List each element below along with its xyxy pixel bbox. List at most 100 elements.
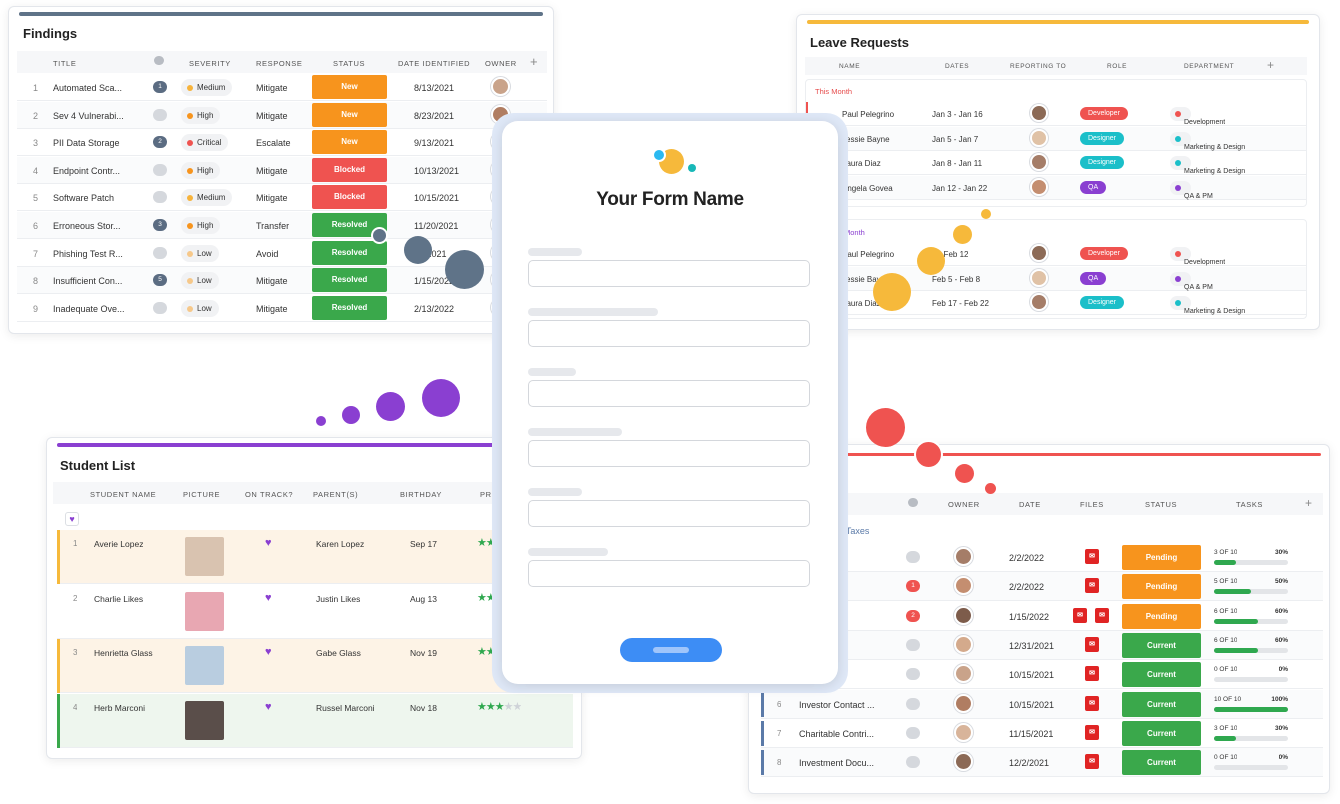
status-badge[interactable]: Current	[1122, 750, 1201, 776]
heart-icon[interactable]: ♥	[265, 700, 272, 713]
file-date[interactable]: 2/2/2022	[1009, 553, 1045, 563]
owner-avatar[interactable]	[954, 693, 973, 713]
owner-avatar[interactable]	[491, 77, 510, 96]
table-row[interactable]: Laura Diaz Jan 8 - Jan 11 Designer Marketin…	[806, 151, 1306, 175]
comment-icon[interactable]	[906, 668, 920, 681]
table-row[interactable]: 6 Erroneous Stor... 3 High Transfer Resolved 1…	[17, 212, 547, 239]
student-name[interactable]: Henrietta Glass	[94, 648, 153, 659]
col-tasks[interactable]: TASKS	[1236, 500, 1264, 509]
star-icon[interactable]: ★	[477, 591, 487, 604]
response-value[interactable]: Avoid	[256, 248, 279, 259]
star-icon[interactable]: ★	[485, 700, 496, 713]
table-row[interactable]: Angela Govea Jan 12 - Jan 22 QA QA & PM	[806, 175, 1306, 200]
finding-title[interactable]: Insufficient Con...	[53, 276, 123, 287]
heart-filter-icon[interactable]: ♥	[65, 512, 79, 526]
leave-dates[interactable]: Feb 17 - Feb 22	[932, 299, 989, 308]
date-identified[interactable]: 11/20/2021	[414, 221, 459, 231]
department-pill[interactable]: QA & PM	[1170, 180, 1213, 200]
severity-pill[interactable]: Medium	[181, 189, 233, 207]
col-parents[interactable]: PARENT(S)	[313, 490, 359, 499]
add-column-icon[interactable]: +	[530, 54, 538, 69]
student-photo[interactable]	[185, 646, 224, 686]
date-identified[interactable]: 8/23/2021	[414, 110, 455, 121]
comment-icon[interactable]: 5	[153, 274, 167, 287]
comment-icon[interactable]	[906, 726, 920, 739]
severity-pill[interactable]: Low	[181, 244, 219, 262]
owner-avatar[interactable]	[954, 605, 973, 625]
col-date-identified[interactable]: DATE IDENTIFIED	[398, 59, 471, 68]
pdf-file-icon[interactable]: ✉	[1085, 724, 1099, 740]
parent-name[interactable]: Russel Marconi	[316, 702, 375, 713]
document-name[interactable]: Investor Contact ...	[799, 699, 875, 710]
col-department[interactable]: DEPARTMENT	[1184, 63, 1235, 70]
comment-icon[interactable]: 1	[906, 580, 920, 593]
finding-title[interactable]: Automated Sca...	[53, 83, 123, 93]
status-badge[interactable]: Pending	[1122, 545, 1201, 570]
owner-avatar[interactable]	[954, 722, 973, 742]
col-on-track[interactable]: ON TRACK?	[245, 490, 294, 499]
reporting-to-avatar[interactable]	[1030, 293, 1048, 311]
form-field-4[interactable]	[528, 440, 810, 467]
star-icon[interactable]: ★	[485, 591, 496, 604]
leave-dates[interactable]: 2 - Feb 12	[932, 250, 969, 259]
student-name[interactable]: Charlie Likes	[94, 593, 144, 604]
document-name[interactable]: Charitable Contri...	[799, 728, 875, 739]
reporting-to-avatar[interactable]	[1030, 128, 1048, 147]
status-badge[interactable]: Blocked	[312, 157, 387, 182]
col-date[interactable]: DATE	[1019, 500, 1041, 509]
leave-dates[interactable]: Jan 3 - Jan 16	[932, 110, 983, 119]
severity-pill[interactable]: High	[181, 106, 221, 124]
role-pill[interactable]: Designer	[1080, 156, 1125, 169]
severity-pill[interactable]: Critical	[181, 134, 229, 152]
department-pill[interactable]: Marketing & Design	[1170, 156, 1245, 175]
date-identified[interactable]: 8/13/2021	[414, 83, 455, 93]
reporting-to-avatar[interactable]	[1030, 153, 1048, 171]
student-photo[interactable]	[185, 700, 224, 740]
status-badge[interactable]: Resolved	[312, 295, 387, 320]
parent-name[interactable]: Karen Lopez	[316, 539, 365, 549]
status-badge[interactable]: Blocked	[312, 185, 387, 210]
finding-title[interactable]: Inadequate Ove...	[53, 303, 125, 314]
owner-avatar[interactable]	[954, 752, 973, 772]
finding-title[interactable]: Sev 4 Vulnerabi...	[53, 110, 124, 121]
response-value[interactable]: Mitigate	[256, 83, 288, 93]
file-date[interactable]: 10/15/2021	[1009, 670, 1055, 681]
student-name[interactable]: Averie Lopez	[94, 539, 144, 549]
comment-icon[interactable]: 2	[153, 136, 167, 149]
col-picture[interactable]: PICTURE	[183, 490, 221, 499]
table-row[interactable]: 9 Inadequate Ove... Low Mitigate Resolved 2/1…	[17, 295, 547, 322]
status-badge[interactable]: Resolved	[312, 240, 387, 265]
comment-icon[interactable]	[153, 191, 167, 204]
date-identified[interactable]: 1/15/2022	[414, 276, 455, 287]
birthday[interactable]: Aug 13	[410, 593, 437, 604]
table-row[interactable]: 1 Automated Sca... 1 Medium Mitigate New 8/13/…	[17, 74, 547, 101]
role-pill[interactable]: Designer	[1080, 296, 1125, 309]
status-badge[interactable]: New	[312, 75, 387, 99]
birthday[interactable]: Nov 18	[410, 702, 437, 713]
finding-title[interactable]: Phishing Test R...	[53, 248, 123, 259]
department-pill[interactable]: Development	[1170, 247, 1225, 266]
severity-pill[interactable]: Medium	[181, 79, 233, 96]
response-value[interactable]: Mitigate	[256, 165, 288, 176]
file-date[interactable]: 10/15/2021	[1009, 699, 1055, 710]
status-badge[interactable]: New	[312, 102, 387, 127]
severity-pill[interactable]: Low	[181, 299, 219, 317]
department-pill[interactable]: Marketing & Design	[1170, 131, 1245, 151]
heart-icon[interactable]: ♥	[265, 591, 272, 604]
reporting-to-avatar[interactable]	[1030, 177, 1048, 196]
star-rating[interactable]: ★★★★★	[477, 700, 521, 713]
employee-name[interactable]: Paul Pelegrino	[842, 110, 895, 119]
table-row[interactable]: 2 Sev 4 Vulnerabi... High Mitigate New 8/23/2…	[17, 101, 547, 129]
pdf-file-icon[interactable]: ✉	[1085, 549, 1099, 564]
table-row[interactable]: 3 PII Data Storage 2 Critical Escalate New 9/1…	[17, 129, 547, 157]
col-progress[interactable]: PROG	[480, 490, 505, 499]
col-role[interactable]: ROLE	[1107, 63, 1128, 70]
comment-icon[interactable]	[153, 163, 167, 176]
heart-icon[interactable]: ♥	[265, 537, 272, 549]
star-icon[interactable]: ★	[477, 537, 487, 549]
col-owner[interactable]: OWNER	[948, 500, 980, 509]
response-value[interactable]: Mitigate	[256, 303, 288, 314]
col-status[interactable]: STATUS	[333, 59, 366, 68]
col-owner[interactable]: OWNER	[485, 59, 517, 68]
